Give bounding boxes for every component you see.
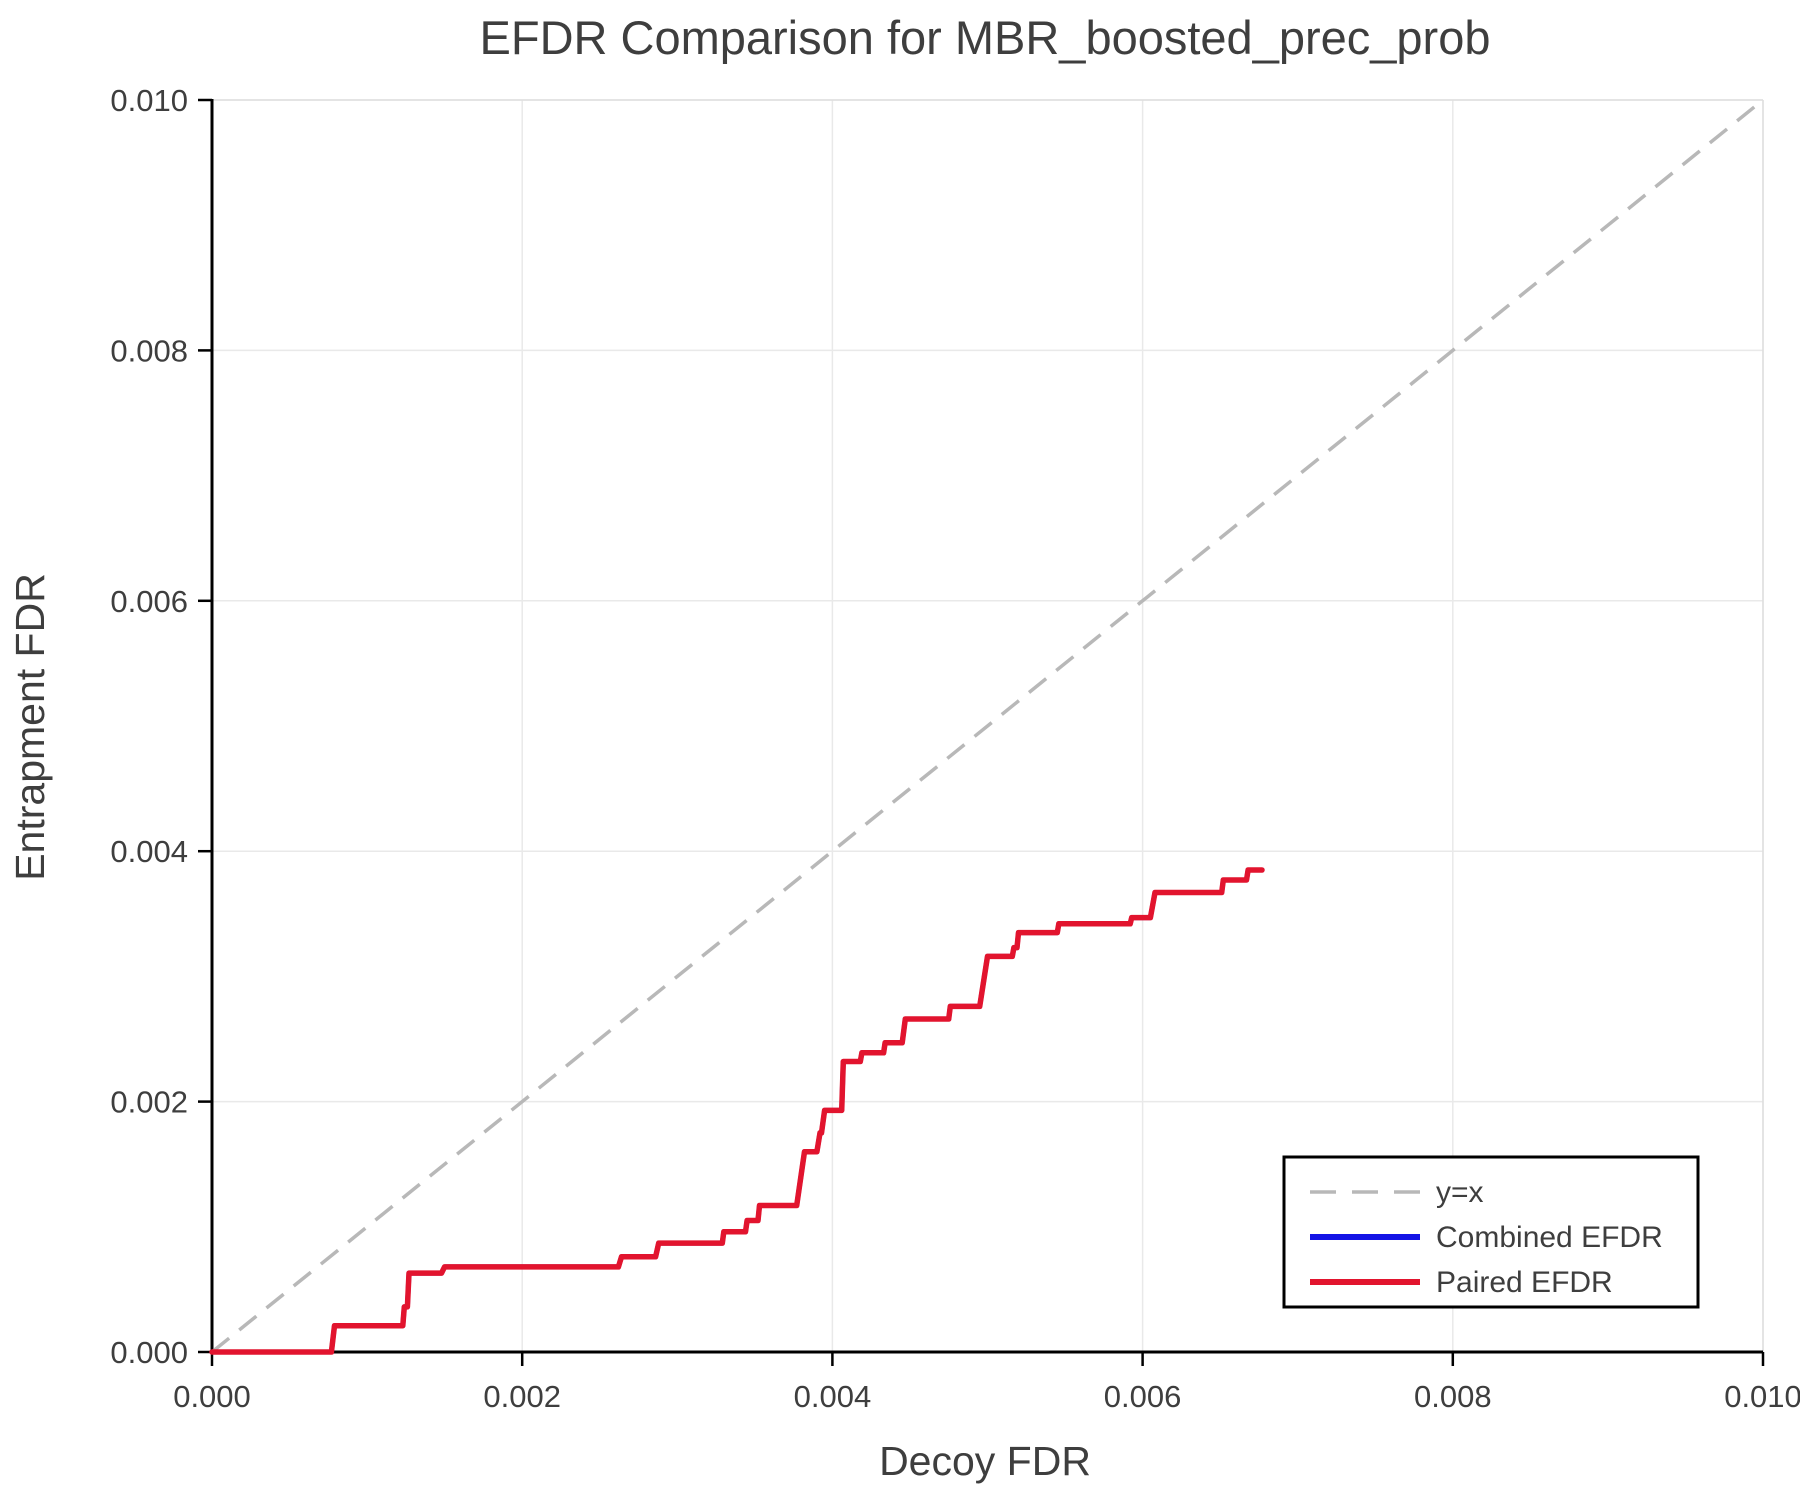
y-axis-label: Entrapment FDR	[7, 573, 53, 881]
x-tick-label: 0.010	[1724, 1379, 1800, 1414]
tick-labels: 0.000 0.002 0.004 0.006 0.008 0.010 0.000 0.002…	[110, 83, 1800, 1414]
legend-paired-label: Paired EFDR	[1436, 1266, 1613, 1299]
x-tick-label: 0.006	[1104, 1379, 1182, 1414]
x-tick-label: 0.002	[483, 1379, 561, 1414]
x-tick-label: 0.004	[794, 1379, 872, 1414]
x-tick-label: 0.000	[173, 1379, 251, 1414]
y-tick-label: 0.008	[110, 333, 188, 368]
y-tick-label: 0.006	[110, 584, 188, 619]
combined-efdr-line	[209, 867, 1265, 1355]
paired-efdr-line	[209, 867, 1265, 1355]
y-tick-label: 0.002	[110, 1085, 188, 1120]
y-tick-label: 0.010	[110, 83, 188, 118]
y-tick-label: 0.004	[110, 834, 188, 869]
axes-spines	[210, 99, 1764, 1354]
legend: y=x Combined EFDR Paired EFDR	[1282, 1155, 1700, 1309]
x-tick-label: 0.008	[1414, 1379, 1492, 1414]
chart-title: EFDR Comparison for MBR_boosted_prec_pro…	[480, 11, 1491, 64]
legend-identity-label: y=x	[1436, 1176, 1484, 1209]
y-tick-label: 0.000	[110, 1335, 188, 1370]
legend-combined-label: Combined EFDR	[1436, 1221, 1663, 1254]
identity-line	[210, 98, 1765, 1354]
x-axis-label: Decoy FDR	[879, 1438, 1091, 1484]
